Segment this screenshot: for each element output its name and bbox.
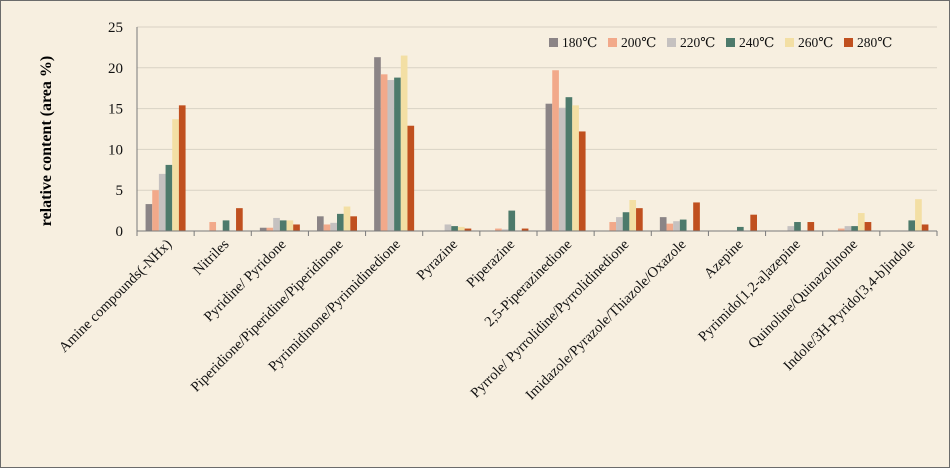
bar	[172, 119, 179, 231]
legend-swatch	[844, 38, 853, 47]
legend-label: 220℃	[680, 35, 715, 50]
bar	[266, 227, 274, 231]
bar	[666, 223, 674, 231]
bar	[495, 228, 502, 231]
y-tick-label: 15	[108, 102, 123, 118]
bar	[165, 164, 173, 231]
bar	[236, 208, 243, 231]
legend-label: 280℃	[857, 35, 892, 50]
bar	[293, 224, 300, 231]
bar	[921, 224, 929, 231]
bar	[330, 222, 337, 231]
legend-swatch	[667, 38, 676, 47]
category-label: Piperazine	[464, 237, 519, 292]
bar	[857, 213, 865, 231]
legend-label: 260℃	[798, 35, 833, 50]
bar	[451, 226, 458, 231]
bar	[750, 214, 757, 231]
bar	[908, 220, 916, 231]
bar	[457, 226, 465, 231]
bar	[851, 226, 858, 231]
bar	[679, 219, 687, 231]
axes	[136, 27, 938, 236]
bar	[915, 199, 922, 231]
category-label: Pyrimido[1,2-a]azepine	[695, 237, 803, 345]
category-label: Azepine	[701, 237, 746, 282]
bar	[286, 220, 294, 231]
bar	[521, 228, 529, 231]
bar	[152, 190, 159, 231]
bar	[279, 220, 287, 231]
legend-swatch	[785, 38, 794, 47]
legend-swatch	[608, 38, 617, 47]
y-tick-label: 20	[108, 61, 123, 77]
bar	[209, 222, 217, 231]
bar	[337, 213, 344, 231]
bar	[659, 217, 667, 231]
bar	[558, 107, 566, 231]
bar	[387, 80, 395, 231]
legend-label: 240℃	[739, 35, 774, 50]
bar	[622, 212, 630, 231]
bar	[407, 125, 415, 231]
bar	[578, 131, 586, 231]
legend-swatch	[726, 38, 735, 47]
bar	[317, 216, 324, 231]
y-tick-label: 10	[108, 142, 123, 158]
legend-label: 180℃	[562, 35, 597, 50]
bar	[343, 206, 351, 231]
bar	[374, 57, 381, 231]
category-label: Quinoline/Quinazolinone	[745, 237, 861, 353]
bar	[572, 105, 579, 231]
grid-lines	[137, 26, 937, 191]
bar	[673, 221, 680, 231]
y-tick-label: 25	[108, 20, 123, 36]
bar	[629, 199, 637, 231]
bar	[609, 222, 617, 231]
bar	[323, 224, 331, 231]
category-label: Nitriles	[190, 236, 232, 278]
bar	[807, 222, 815, 231]
bar	[616, 217, 623, 231]
bar	[636, 208, 643, 231]
y-tick-labels: 0 5 10 15 20 25	[108, 20, 123, 240]
category-label: Pyrazine	[414, 237, 461, 284]
bar	[693, 202, 700, 231]
legend: 180℃ 200℃ 220℃ 240℃ 260℃ 280℃	[549, 35, 892, 50]
bar	[787, 226, 795, 231]
bar	[259, 227, 267, 231]
bar	[444, 224, 452, 231]
bar	[145, 204, 153, 231]
bar	[552, 70, 559, 231]
bar	[380, 74, 388, 231]
bar	[844, 226, 852, 231]
bar	[158, 173, 166, 231]
bar	[864, 222, 872, 231]
bar	[837, 228, 845, 231]
bar	[222, 220, 230, 231]
bar	[737, 226, 744, 231]
bar	[501, 229, 509, 231]
bar	[508, 210, 516, 231]
bar	[178, 105, 186, 231]
bar	[464, 228, 472, 231]
y-axis-label: relative content (area %)	[38, 56, 55, 226]
bars	[145, 55, 929, 232]
bar	[273, 217, 280, 231]
bar	[350, 216, 357, 231]
legend-label: 200℃	[621, 35, 656, 50]
category-label: Amine compounds(-NHx)	[56, 236, 175, 355]
y-tick-label: 5	[116, 183, 124, 199]
legend-swatch	[549, 38, 558, 47]
bar	[394, 77, 401, 231]
bar	[565, 97, 573, 232]
bar	[794, 222, 801, 231]
bar	[400, 55, 408, 232]
y-tick-label: 0	[116, 224, 124, 240]
bar	[545, 103, 553, 231]
